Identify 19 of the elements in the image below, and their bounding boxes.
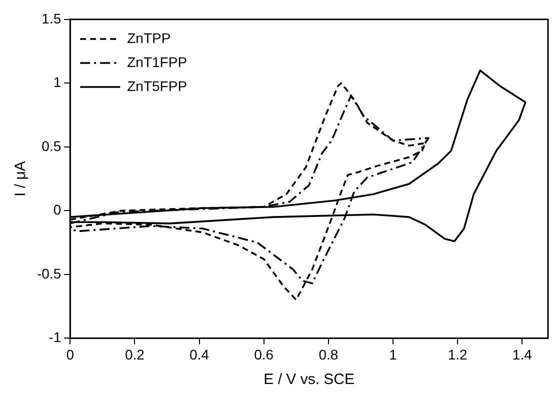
y-tick-label: 1.5 [42,10,62,26]
x-tick-label: 0 [66,346,74,362]
y-axis-title: I / μA [12,161,30,196]
y-tick-label: -1 [48,329,62,346]
y-tick-label: -0.5 [37,265,62,282]
x-tick-label: 0.2 [124,346,145,362]
legend-label: ZnT1FPP [127,54,188,70]
legend-label: ZnTPP [127,30,171,46]
x-axis-title: E / V vs. SCE [264,371,354,388]
x-tick-label: 0.8 [318,346,338,362]
x-tick-label: 1.2 [448,346,468,362]
y-tick-label: 0.5 [42,138,62,154]
x-tick-label: 0.4 [190,346,210,362]
x-tick-label: 1.4 [512,346,532,362]
y-tick-label: 0 [53,202,62,218]
y-tick-label: 1 [53,74,62,90]
legend-label: ZnT5FPP [127,78,188,94]
x-tick-label: 0.6 [254,346,274,362]
x-tick-label: 1 [389,346,398,362]
